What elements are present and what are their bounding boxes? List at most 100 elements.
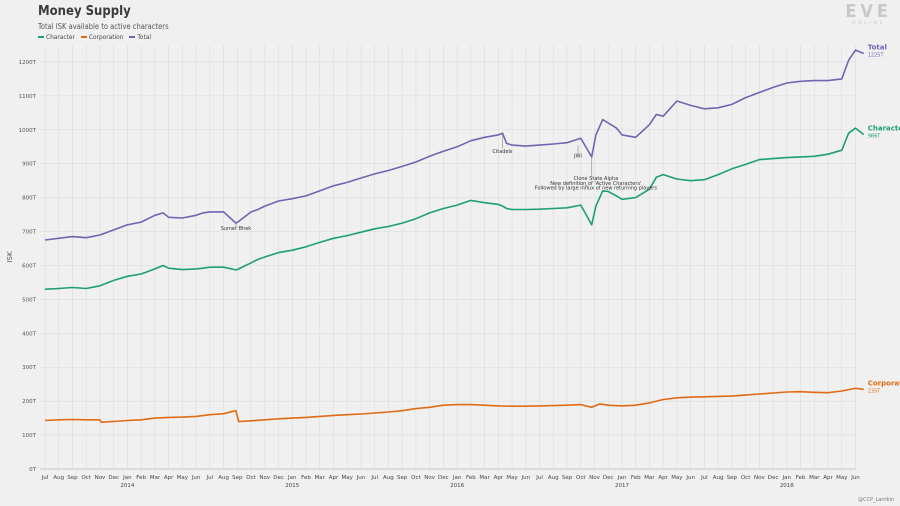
x-tick-label: Jul	[535, 475, 543, 481]
x-tick-label: May	[506, 475, 518, 481]
x-tick-label: Jul	[206, 475, 214, 481]
legend-item-character: Character	[38, 33, 75, 41]
series-end-label-total: Total	[868, 43, 887, 51]
annotation-label: New definition of 'Active Characters'	[550, 181, 641, 187]
y-tick-label: 800T	[22, 196, 36, 202]
y-tick-label: 200T	[22, 399, 36, 405]
x-tick-label: Oct	[81, 475, 91, 481]
x-tick-label: Dec	[108, 475, 119, 481]
y-tick-label: 400T	[22, 331, 36, 337]
x-year-label: 2016	[450, 483, 464, 489]
x-tick-label: Apr	[329, 475, 339, 481]
y-axis-label: ISK	[6, 251, 14, 263]
y-tick-label: 600T	[22, 263, 36, 269]
x-tick-label: Apr	[658, 475, 668, 481]
page-subtitle: Total ISK available to active characters	[38, 22, 169, 31]
x-tick-label: Sep	[562, 475, 573, 481]
legend-item-total: Total	[129, 33, 151, 41]
x-year-label: 2017	[615, 483, 629, 489]
x-tick-label: May	[671, 475, 683, 481]
logo-mark: EVE	[845, 1, 892, 22]
series-end-label-corporation: Corporation	[868, 379, 900, 387]
series-end-value-corporation: 235T	[868, 388, 882, 394]
x-tick-label: Jan	[452, 475, 462, 481]
x-tick-label: Sep	[232, 475, 243, 481]
x-tick-label: Oct	[246, 475, 256, 481]
x-tick-label: Mar	[809, 475, 820, 481]
x-tick-label: Jan	[287, 475, 297, 481]
y-tick-label: 1200T	[19, 60, 37, 66]
x-tick-label: Oct	[576, 475, 586, 481]
x-tick-label: Dec	[273, 475, 284, 481]
x-tick-label: Nov	[95, 475, 106, 481]
logo-sub: ONLINE	[852, 21, 886, 26]
series-line-total	[44, 49, 865, 241]
legend-label-total: Total	[137, 33, 151, 41]
annotation-label: JWi	[573, 154, 582, 160]
legend-swatch-character	[38, 36, 44, 38]
x-tick-label: Apr	[823, 475, 833, 481]
x-tick-label: Aug	[218, 475, 229, 481]
x-tick-label: May	[342, 475, 354, 481]
x-tick-label: Sep	[67, 475, 78, 481]
x-tick-label: Jun	[685, 475, 695, 481]
y-tick-label: 700T	[22, 230, 36, 236]
x-tick-label: Mar	[150, 475, 161, 481]
x-tick-label: Jan	[122, 475, 132, 481]
y-tick-label: 300T	[22, 365, 36, 371]
series-line-corporation	[44, 387, 864, 424]
x-tick-label: Jul	[41, 475, 49, 481]
annotation-label: Citadels	[492, 149, 513, 155]
x-tick-label: Jul	[370, 475, 378, 481]
x-tick-label: Nov	[424, 475, 435, 481]
x-tick-label: Nov	[754, 475, 765, 481]
y-tick-label: 1000T	[19, 128, 37, 134]
x-tick-label: Aug	[53, 475, 64, 481]
x-tick-label: Jun	[191, 475, 201, 481]
legend-item-corporation: Corporation	[80, 33, 124, 41]
y-tick-label: 0T	[29, 467, 36, 473]
x-tick-label: Apr	[494, 475, 504, 481]
series-end-label-character: Character	[868, 125, 900, 133]
legend-label-corporation: Corporation	[88, 33, 124, 41]
legend-swatch-total	[129, 36, 136, 38]
series-line-character	[44, 127, 865, 290]
x-tick-label: May	[836, 475, 848, 481]
annotation-label: Sumer Bhek	[221, 226, 252, 232]
y-tick-label: 100T	[22, 433, 36, 439]
legend-label-character: Character	[46, 33, 75, 41]
x-tick-label: May	[177, 475, 189, 481]
x-tick-label: Sep	[397, 475, 408, 481]
x-tick-label: Jun	[356, 475, 366, 481]
x-tick-label: Mar	[479, 475, 490, 481]
x-tick-label: Jun	[850, 475, 860, 481]
x-tick-label: Feb	[136, 475, 146, 481]
x-tick-label: Dec	[768, 475, 779, 481]
x-tick-label: Apr	[164, 475, 174, 481]
legend-swatch-corporation	[80, 36, 87, 38]
y-tick-label: 1100T	[19, 94, 37, 100]
page-title: Money Supply	[38, 4, 131, 19]
y-tick-label: 900T	[22, 162, 36, 168]
y-tick-label: 500T	[22, 297, 36, 303]
annotation-label: Clone State Alpha	[573, 176, 618, 182]
x-year-label: 2015	[285, 483, 299, 489]
x-tick-label: Jan	[782, 475, 792, 481]
x-tick-label: Aug	[548, 475, 559, 481]
series-end-value-total: 1225T	[868, 52, 885, 58]
x-tick-label: Aug	[383, 475, 394, 481]
eve-online-logo: EVE ONLINE	[845, 1, 892, 27]
series-end-value-character: 986T	[868, 134, 882, 140]
x-tick-label: Oct	[411, 475, 421, 481]
x-year-label: 2014	[120, 483, 134, 489]
legend: Character Corporation Total	[38, 33, 151, 41]
x-tick-label: Jun	[521, 475, 531, 481]
x-tick-label: Mar	[644, 475, 655, 481]
x-tick-label: Mar	[315, 475, 326, 481]
credit-text: @CCP_Larrikin	[858, 497, 894, 503]
x-tick-label: Feb	[796, 475, 806, 481]
x-tick-label: Jul	[700, 475, 708, 481]
annotation-label: Followed by large influx of new returnin…	[535, 185, 658, 191]
x-tick-label: Dec	[438, 475, 449, 481]
